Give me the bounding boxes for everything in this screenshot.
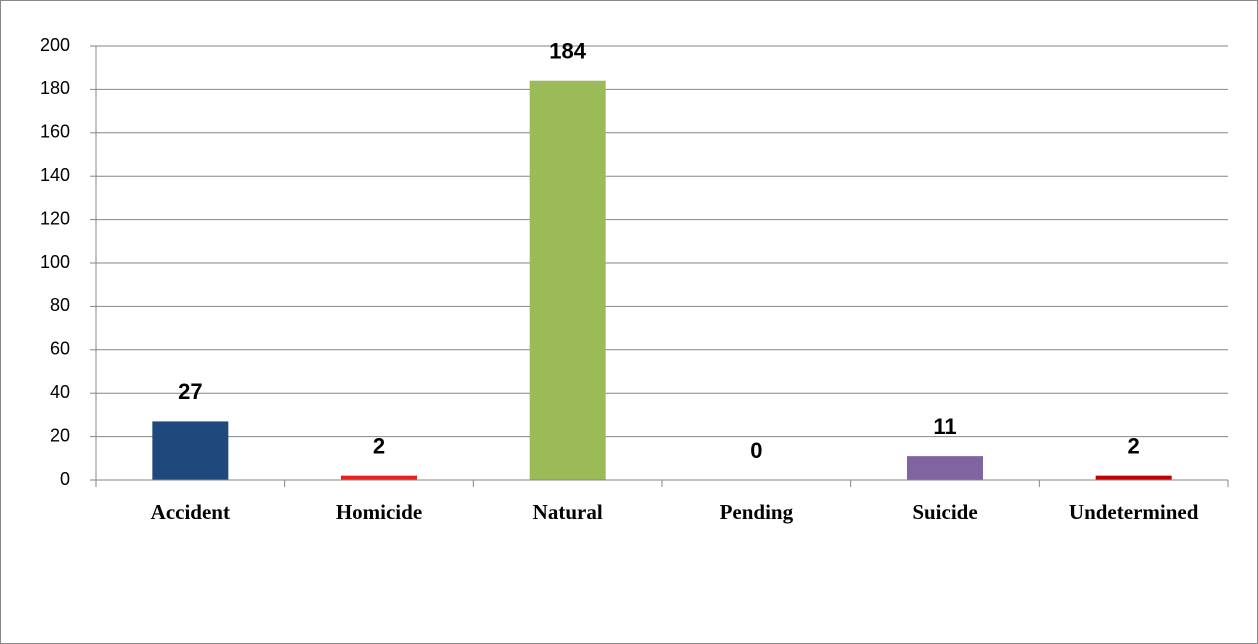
bar — [907, 456, 983, 480]
x-tick-label: Undetermined — [1069, 500, 1199, 524]
x-tick-label: Natural — [533, 500, 603, 524]
bar — [1095, 475, 1172, 480]
bar — [152, 421, 229, 480]
y-tick-label: 20 — [50, 425, 70, 445]
y-tick-label: 0 — [60, 469, 70, 489]
y-tick-label: 160 — [40, 122, 70, 142]
y-tick-label: 60 — [50, 339, 70, 359]
data-label: 0 — [750, 438, 762, 463]
y-tick-label: 140 — [40, 165, 70, 185]
x-tick-label: Suicide — [912, 500, 977, 524]
bar — [341, 475, 417, 480]
data-label: 2 — [373, 433, 385, 458]
data-label: 184 — [549, 39, 586, 64]
bar — [529, 80, 606, 480]
y-tick-label: 100 — [40, 252, 70, 272]
x-tick-label: Pending — [720, 500, 794, 524]
y-tick-label: 80 — [50, 295, 70, 315]
data-label: 27 — [178, 379, 202, 404]
y-tick-label: 40 — [50, 382, 70, 402]
x-tick-label: Homicide — [336, 500, 422, 524]
y-tick-label: 120 — [40, 208, 70, 228]
y-tick-label: 200 — [40, 35, 70, 55]
x-tick-label: Accident — [151, 500, 230, 524]
data-label: 2 — [1128, 433, 1140, 458]
y-tick-label: 180 — [40, 78, 70, 98]
data-label: 11 — [933, 414, 956, 439]
